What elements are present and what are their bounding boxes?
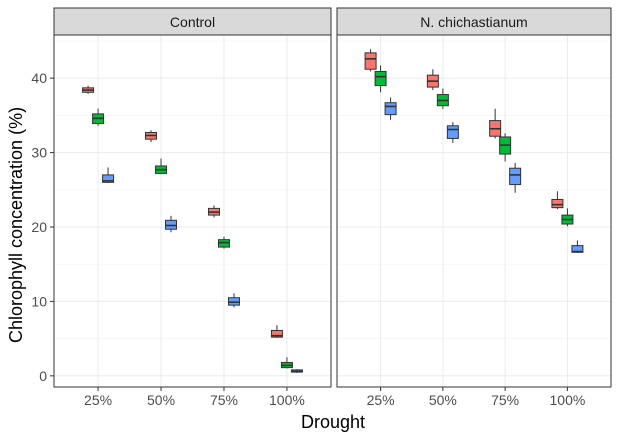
box-body: [384, 102, 397, 116]
panel-1: Control 25% 50% 75% 100% 0 10 20 30 40: [31, 7, 332, 408]
box-body: [551, 198, 564, 209]
plot-background: [54, 35, 331, 387]
facet-title: Control: [170, 14, 215, 30]
y-tick-label: 10: [31, 293, 47, 309]
box-50%-g3: [446, 122, 459, 143]
panel-border: [336, 34, 612, 388]
x-tick-label: 50%: [429, 392, 457, 408]
box-75%-g2: [499, 133, 512, 162]
x-tick-label: 100%: [550, 392, 586, 408]
box-75%-g1: [489, 108, 502, 139]
x-tick-label: 50%: [147, 392, 175, 408]
box-100%-g2: [280, 357, 293, 369]
x-tick-label: 75%: [210, 392, 238, 408]
y-axis-label: Chlorophyll concentration (%): [6, 107, 26, 343]
box-50%-g1: [145, 130, 158, 143]
box-50%-g2: [436, 88, 449, 109]
y-tick-label: 0: [39, 368, 47, 384]
panels-layer: Control 25% 50% 75% 100% 0 10 20 30 40 N. chichast…: [31, 7, 612, 408]
box-body: [102, 174, 115, 183]
panel-2: N. chichastianum 25% 50% 75% 100%: [336, 7, 612, 408]
box-25%-g3: [102, 167, 115, 184]
box-25%-g1: [364, 49, 377, 72]
x-tick-label: 75%: [491, 392, 519, 408]
box-body: [270, 329, 283, 338]
box-75%-g1: [207, 205, 220, 218]
box-body: [446, 125, 459, 139]
x-tick-label: 100%: [269, 392, 305, 408]
box-100%-g1: [270, 325, 283, 338]
box-50%-g3: [165, 215, 178, 233]
box-100%-g3: [290, 369, 303, 373]
box-100%-g1: [551, 191, 564, 210]
box-75%-g2: [217, 236, 230, 249]
box-25%-g2: [92, 108, 105, 126]
x-tick-label: 25%: [367, 392, 395, 408]
box-25%-g1: [82, 85, 95, 94]
plot-background: [337, 35, 611, 387]
box-25%-g2: [374, 65, 387, 93]
box-body: [364, 52, 377, 70]
box-body: [509, 167, 522, 186]
facet-strip: [336, 7, 612, 36]
box-50%-g2: [155, 158, 168, 175]
y-tick-label: 30: [31, 145, 47, 161]
y-tick-label: 20: [31, 219, 47, 235]
facet-title: N. chichastianum: [420, 14, 527, 30]
box-75%-g3: [227, 293, 240, 308]
x-axis-label: Drought: [301, 412, 365, 432]
box-100%-g3: [571, 240, 584, 254]
box-100%-g2: [561, 208, 574, 227]
box-75%-g3: [509, 163, 522, 193]
panel-border: [53, 34, 332, 388]
facet-strip: [53, 7, 332, 36]
x-tick-label: 25%: [84, 392, 112, 408]
box-25%-g3: [384, 97, 397, 120]
box-50%-g1: [426, 69, 439, 91]
y-tick-label: 40: [31, 70, 47, 86]
box-body: [374, 70, 387, 87]
